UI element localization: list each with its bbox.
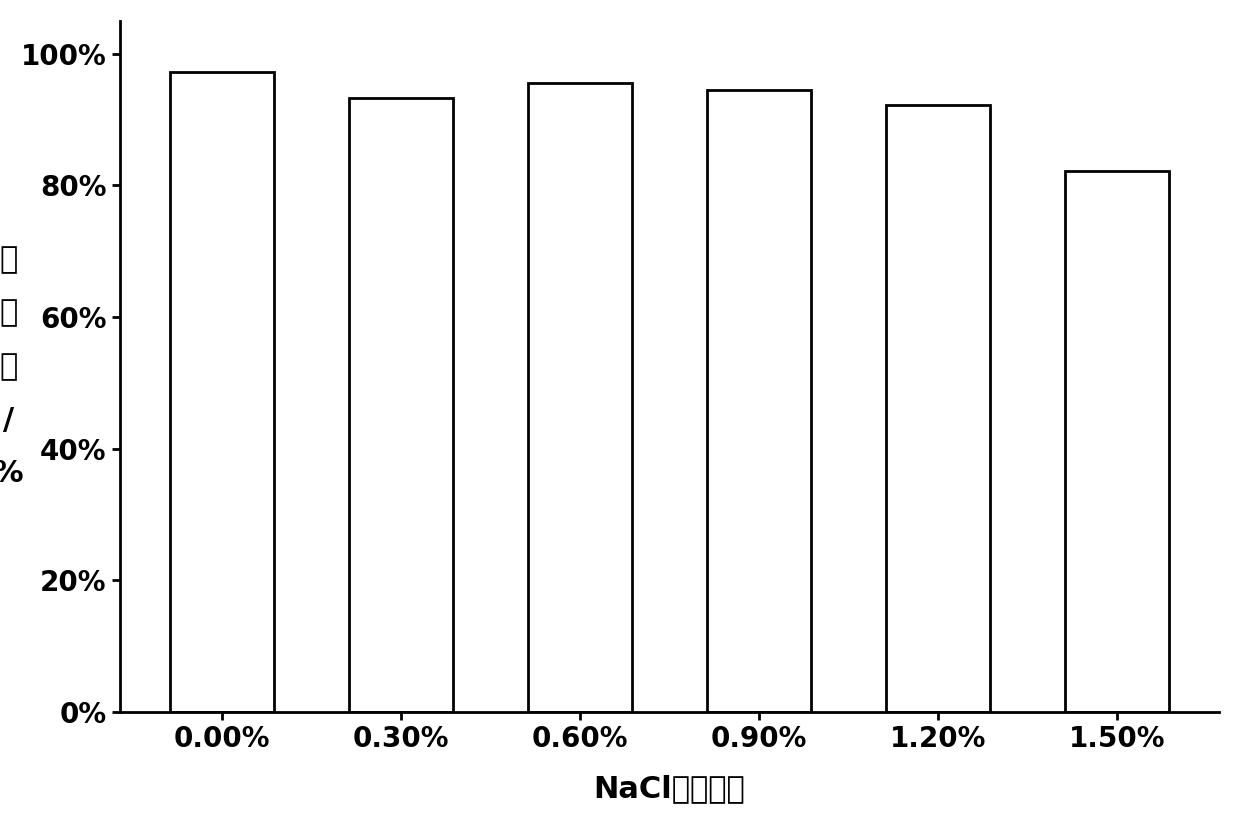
Text: /: / — [2, 405, 14, 434]
Bar — [528, 83, 632, 712]
Text: 发: 发 — [0, 245, 17, 274]
Text: 率: 率 — [0, 352, 17, 381]
Bar — [170, 73, 274, 712]
Bar — [1065, 171, 1169, 712]
Text: 芽: 芽 — [0, 298, 17, 327]
Bar — [348, 98, 453, 712]
Bar — [887, 105, 990, 712]
Bar — [707, 90, 811, 712]
X-axis label: NaCl溶液浓度: NaCl溶液浓度 — [594, 775, 745, 803]
Text: %: % — [0, 459, 24, 488]
